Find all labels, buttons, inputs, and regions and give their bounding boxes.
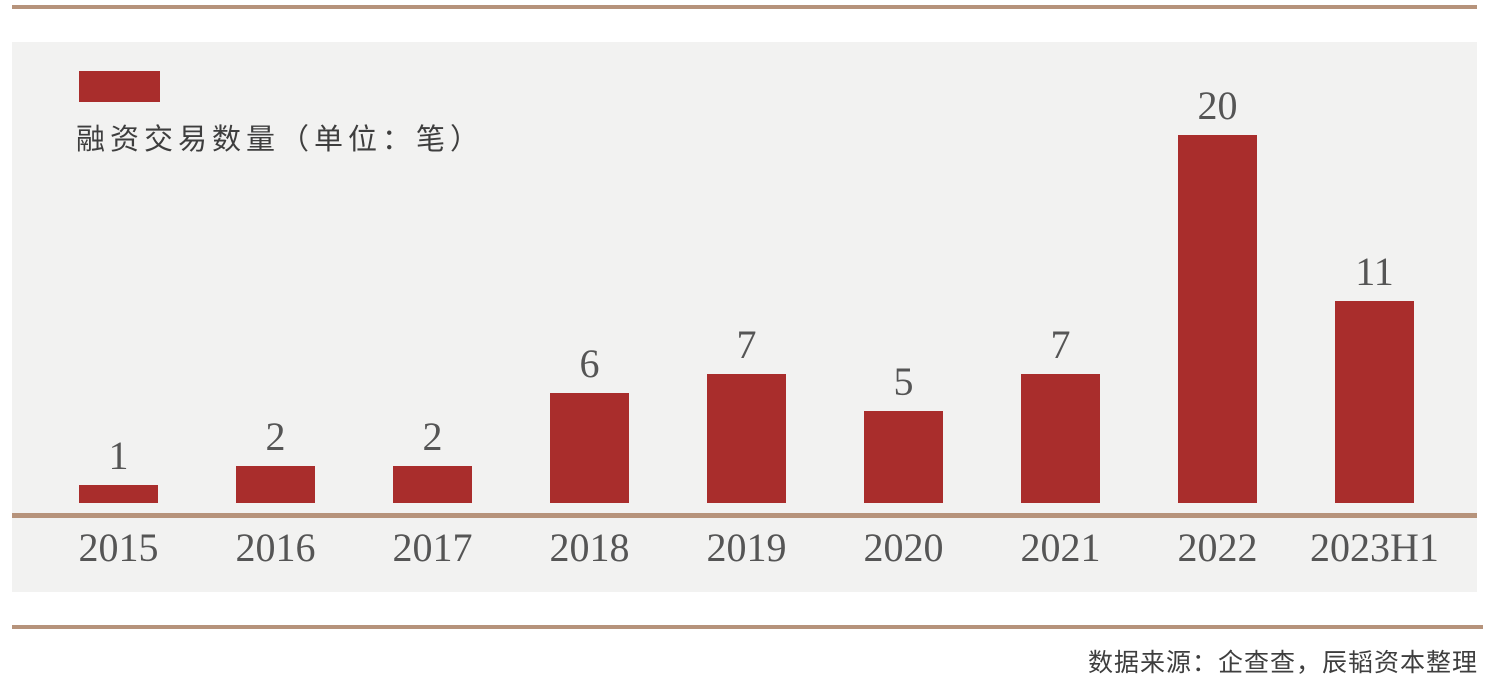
bar: [236, 466, 315, 503]
source-note: 数据来源：企查查，辰韬资本整理: [1087, 650, 1478, 677]
category-label: 2021: [1020, 525, 1101, 570]
bar-slot: 11: [1296, 252, 1453, 503]
bar-value-label: 2: [422, 414, 443, 459]
category-label: 2023H1: [1310, 525, 1439, 570]
bar-slot: 7: [668, 325, 825, 503]
bar-value-label: 7: [1050, 322, 1071, 367]
bar-slot: 7: [982, 325, 1139, 503]
bar: [707, 374, 786, 503]
category-label: 2018: [549, 525, 630, 570]
category-label: 2020: [863, 525, 944, 570]
category-label: 2015: [78, 525, 159, 570]
bar-slot: 2: [197, 417, 354, 503]
bar: [393, 466, 472, 503]
bar: [864, 411, 943, 503]
category-label: 2016: [235, 525, 316, 570]
bar: [1021, 374, 1100, 503]
bar-value-label: 7: [736, 322, 757, 367]
chart-panel: 融资交易数量（单位：笔） 1 2 2 6 7 5 7 20 11 2015 2016 2017 201…: [12, 42, 1477, 592]
bar-slot: 6: [511, 344, 668, 503]
x-axis-line: [12, 513, 1477, 518]
bar-value-label: 5: [893, 359, 914, 404]
bars-row: 1 2 2 6 7 5 7 20 11: [40, 73, 1453, 503]
bar-value-label: 2: [265, 414, 286, 459]
category-label: 2022: [1177, 525, 1258, 570]
bottom-divider: [12, 625, 1483, 629]
bar: [550, 393, 629, 503]
legend-swatch: [79, 71, 160, 102]
bar-value-label: 11: [1355, 249, 1394, 294]
bar-value-label: 1: [108, 433, 129, 478]
legend-label: 融资交易数量（单位：笔）: [76, 124, 485, 156]
bar-slot: 2: [354, 417, 511, 503]
top-divider: [12, 5, 1477, 9]
category-row: 2015 2016 2017 2018 2019 2020 2021 2022 2023H1: [40, 524, 1453, 572]
bar: [1178, 135, 1257, 503]
bar-slot: 5: [825, 362, 982, 503]
bar-slot: 20: [1139, 86, 1296, 503]
bar-value-label: 20: [1197, 83, 1238, 128]
bar-slot: 1: [40, 436, 197, 503]
bar-value-label: 6: [579, 341, 600, 386]
bar: [1335, 301, 1414, 503]
bar: [79, 485, 158, 503]
category-label: 2019: [706, 525, 787, 570]
category-label: 2017: [392, 525, 473, 570]
